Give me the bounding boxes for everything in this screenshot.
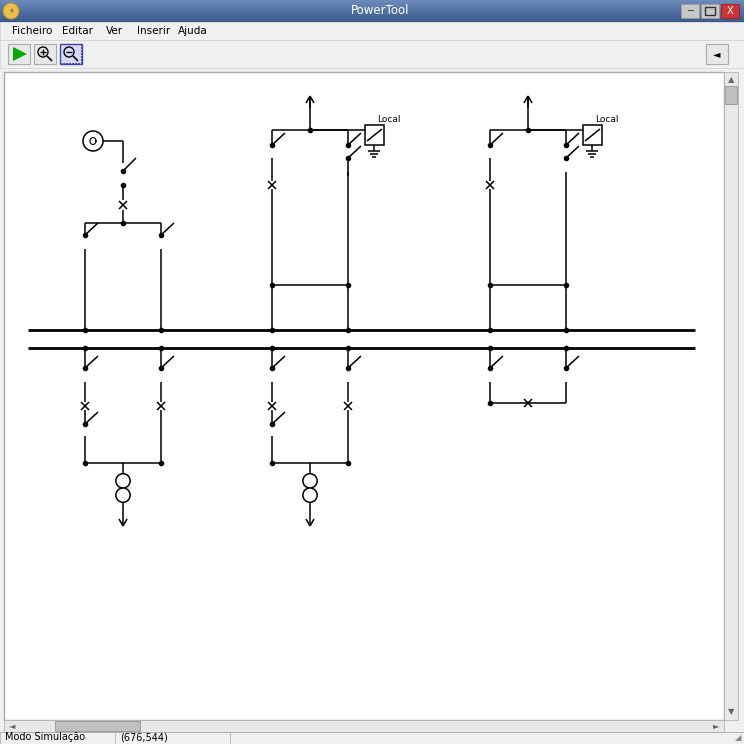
Circle shape — [116, 488, 130, 502]
Text: Local: Local — [595, 115, 618, 124]
Bar — [0, 20, 744, 21]
Bar — [0, 5, 744, 6]
Bar — [0, 11, 744, 12]
Bar — [724, 72, 738, 720]
Circle shape — [303, 488, 317, 502]
Bar — [701, 4, 719, 18]
Bar — [0, 8, 744, 9]
Bar — [75, 63, 77, 64]
Bar — [0, 14, 744, 15]
Circle shape — [3, 3, 19, 19]
Bar — [365, 125, 384, 145]
Bar — [66, 63, 68, 64]
Text: Modo Simulação: Modo Simulação — [5, 732, 85, 742]
Bar — [0, 3, 744, 4]
Text: ►: ► — [713, 722, 719, 731]
Text: Local: Local — [377, 115, 400, 124]
Bar — [0, 19, 744, 20]
Bar — [60, 44, 62, 45]
Bar — [4, 720, 724, 732]
Bar — [725, 86, 737, 104]
Bar — [60, 59, 61, 61]
Bar — [34, 44, 56, 64]
Bar — [69, 63, 71, 64]
Bar — [72, 63, 74, 64]
Bar — [81, 44, 83, 45]
Bar — [81, 63, 83, 64]
Bar — [72, 44, 74, 45]
Text: (676,544): (676,544) — [120, 732, 167, 742]
Text: Editar: Editar — [62, 26, 93, 36]
Bar — [63, 44, 65, 45]
Bar — [0, 1, 744, 2]
Bar — [705, 7, 715, 15]
Bar — [0, 6, 744, 7]
Text: ─: ─ — [687, 6, 693, 16]
Bar — [60, 56, 61, 58]
Bar — [0, 4, 744, 5]
Bar — [60, 50, 61, 52]
Bar — [0, 732, 744, 744]
Text: ◢: ◢ — [735, 734, 741, 743]
Bar — [0, 16, 744, 17]
Bar — [69, 44, 71, 45]
Bar — [75, 44, 77, 45]
Bar — [681, 4, 699, 18]
Text: ◄: ◄ — [9, 722, 15, 731]
Bar — [4, 72, 724, 720]
Bar — [60, 63, 62, 64]
Bar — [0, 12, 744, 13]
Text: Ver: Ver — [106, 26, 123, 36]
Text: ⚡: ⚡ — [8, 7, 14, 16]
Circle shape — [303, 474, 317, 488]
Bar — [60, 44, 61, 46]
Text: X: X — [727, 6, 734, 16]
Bar — [66, 44, 68, 45]
Text: PowerTool: PowerTool — [350, 4, 409, 18]
Text: ▲: ▲ — [728, 75, 734, 85]
Bar — [0, 7, 744, 8]
Bar — [0, 13, 744, 14]
Bar — [60, 44, 82, 64]
Bar — [0, 15, 744, 16]
Text: ▼: ▼ — [728, 708, 734, 716]
Bar — [78, 63, 80, 64]
Bar — [0, 10, 744, 11]
Bar — [721, 4, 739, 18]
Text: Inserir: Inserir — [137, 26, 170, 36]
Bar — [81, 47, 82, 49]
Bar — [0, 18, 744, 19]
Bar — [0, 17, 744, 18]
Bar — [81, 56, 82, 58]
Bar — [0, 9, 744, 10]
Bar — [81, 44, 82, 46]
Bar — [60, 47, 61, 49]
Bar — [0, 22, 744, 40]
Bar — [81, 59, 82, 61]
Text: Ficheiro: Ficheiro — [12, 26, 52, 36]
Text: ◄: ◄ — [713, 49, 721, 59]
Bar — [706, 44, 728, 64]
Bar — [0, 40, 744, 68]
Bar — [0, 0, 744, 1]
Bar — [81, 62, 82, 64]
Bar — [63, 63, 65, 64]
Bar — [78, 44, 80, 45]
Polygon shape — [13, 47, 27, 61]
Circle shape — [116, 474, 130, 488]
Bar — [60, 53, 61, 55]
Bar — [8, 44, 30, 64]
Bar — [81, 50, 82, 52]
Bar — [0, 2, 744, 3]
Bar — [60, 62, 61, 64]
Bar — [583, 125, 602, 145]
Text: Ajuda: Ajuda — [178, 26, 208, 36]
Circle shape — [83, 131, 103, 151]
Bar — [81, 53, 82, 55]
Bar — [55, 721, 140, 731]
Bar — [0, 21, 744, 22]
